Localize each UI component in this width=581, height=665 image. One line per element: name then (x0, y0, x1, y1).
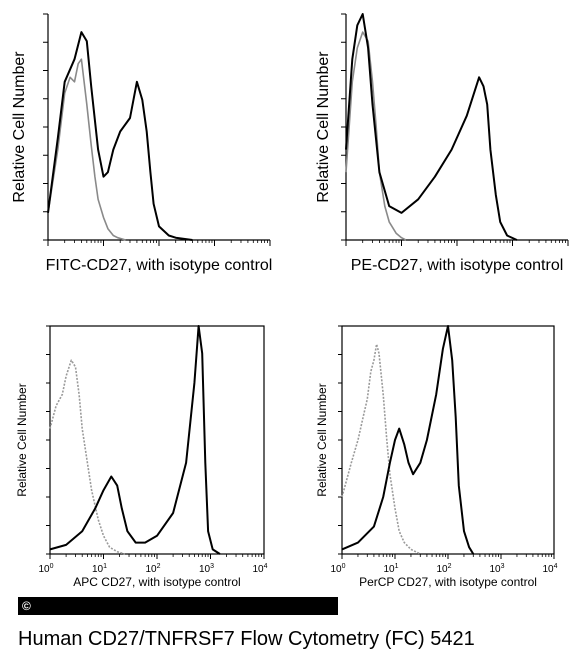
flow-cytometry-figure: FITC-CD27, with isotype control Relative … (11, 13, 569, 589)
x-axis-label: PerCP CD27, with isotype control (359, 575, 537, 589)
x-tick-label: 103 (489, 563, 504, 575)
cd27-stained-curve (47, 31, 193, 241)
copyright-symbol: © (22, 599, 31, 613)
x-tick-label: 102 (436, 563, 451, 575)
x-tick-label: 101 (383, 563, 398, 575)
isotype-control-curve (47, 58, 126, 241)
cd27-stained-curve (345, 13, 518, 241)
figure-caption: Human CD27/TNFRSF7 Flow Cytometry (FC) 5… (18, 628, 475, 650)
x-tick-label: 100 (38, 563, 53, 575)
y-axis-label: Relative Cell Number (15, 383, 29, 496)
x-axis-label: PE-CD27, with isotype control (351, 257, 564, 274)
x-tick-label: 104 (542, 563, 557, 575)
x-axis-label: APC CD27, with isotype control (73, 575, 240, 589)
copyright-redaction-bar: © (18, 597, 338, 615)
isotype-control-curve (341, 343, 421, 555)
histogram-panel-bottom-right: 100 101 102 103 104 PerCP CD27, with isotype … (315, 325, 558, 589)
x-tick-label: 102 (145, 563, 160, 575)
x-axis-label: FITC-CD27, with isotype control (46, 257, 273, 274)
x-tick-label: 104 (252, 563, 267, 575)
isotype-control-curve (49, 359, 126, 555)
y-axis-label: Relative Cell Number (315, 383, 329, 496)
histogram-panel-bottom-left: 100 101 102 103 104 APC CD27, with isotype co… (15, 325, 268, 589)
y-axis-label: Relative Cell Number (11, 51, 28, 203)
histogram-panel-top-left: FITC-CD27, with isotype control Relative … (11, 13, 273, 274)
y-axis-label: Relative Cell Number (315, 51, 332, 203)
cd27-stained-curve (341, 325, 475, 555)
histogram-panel-top-right: PE-CD27, with isotype control Relative Ce… (315, 13, 569, 274)
x-tick-label: 101 (92, 563, 107, 575)
plot-frame (49, 325, 265, 555)
x-tick-label: 103 (199, 563, 214, 575)
cd27-stained-curve (49, 325, 221, 555)
x-tick-label: 100 (330, 563, 345, 575)
isotype-control-curve (345, 31, 407, 241)
